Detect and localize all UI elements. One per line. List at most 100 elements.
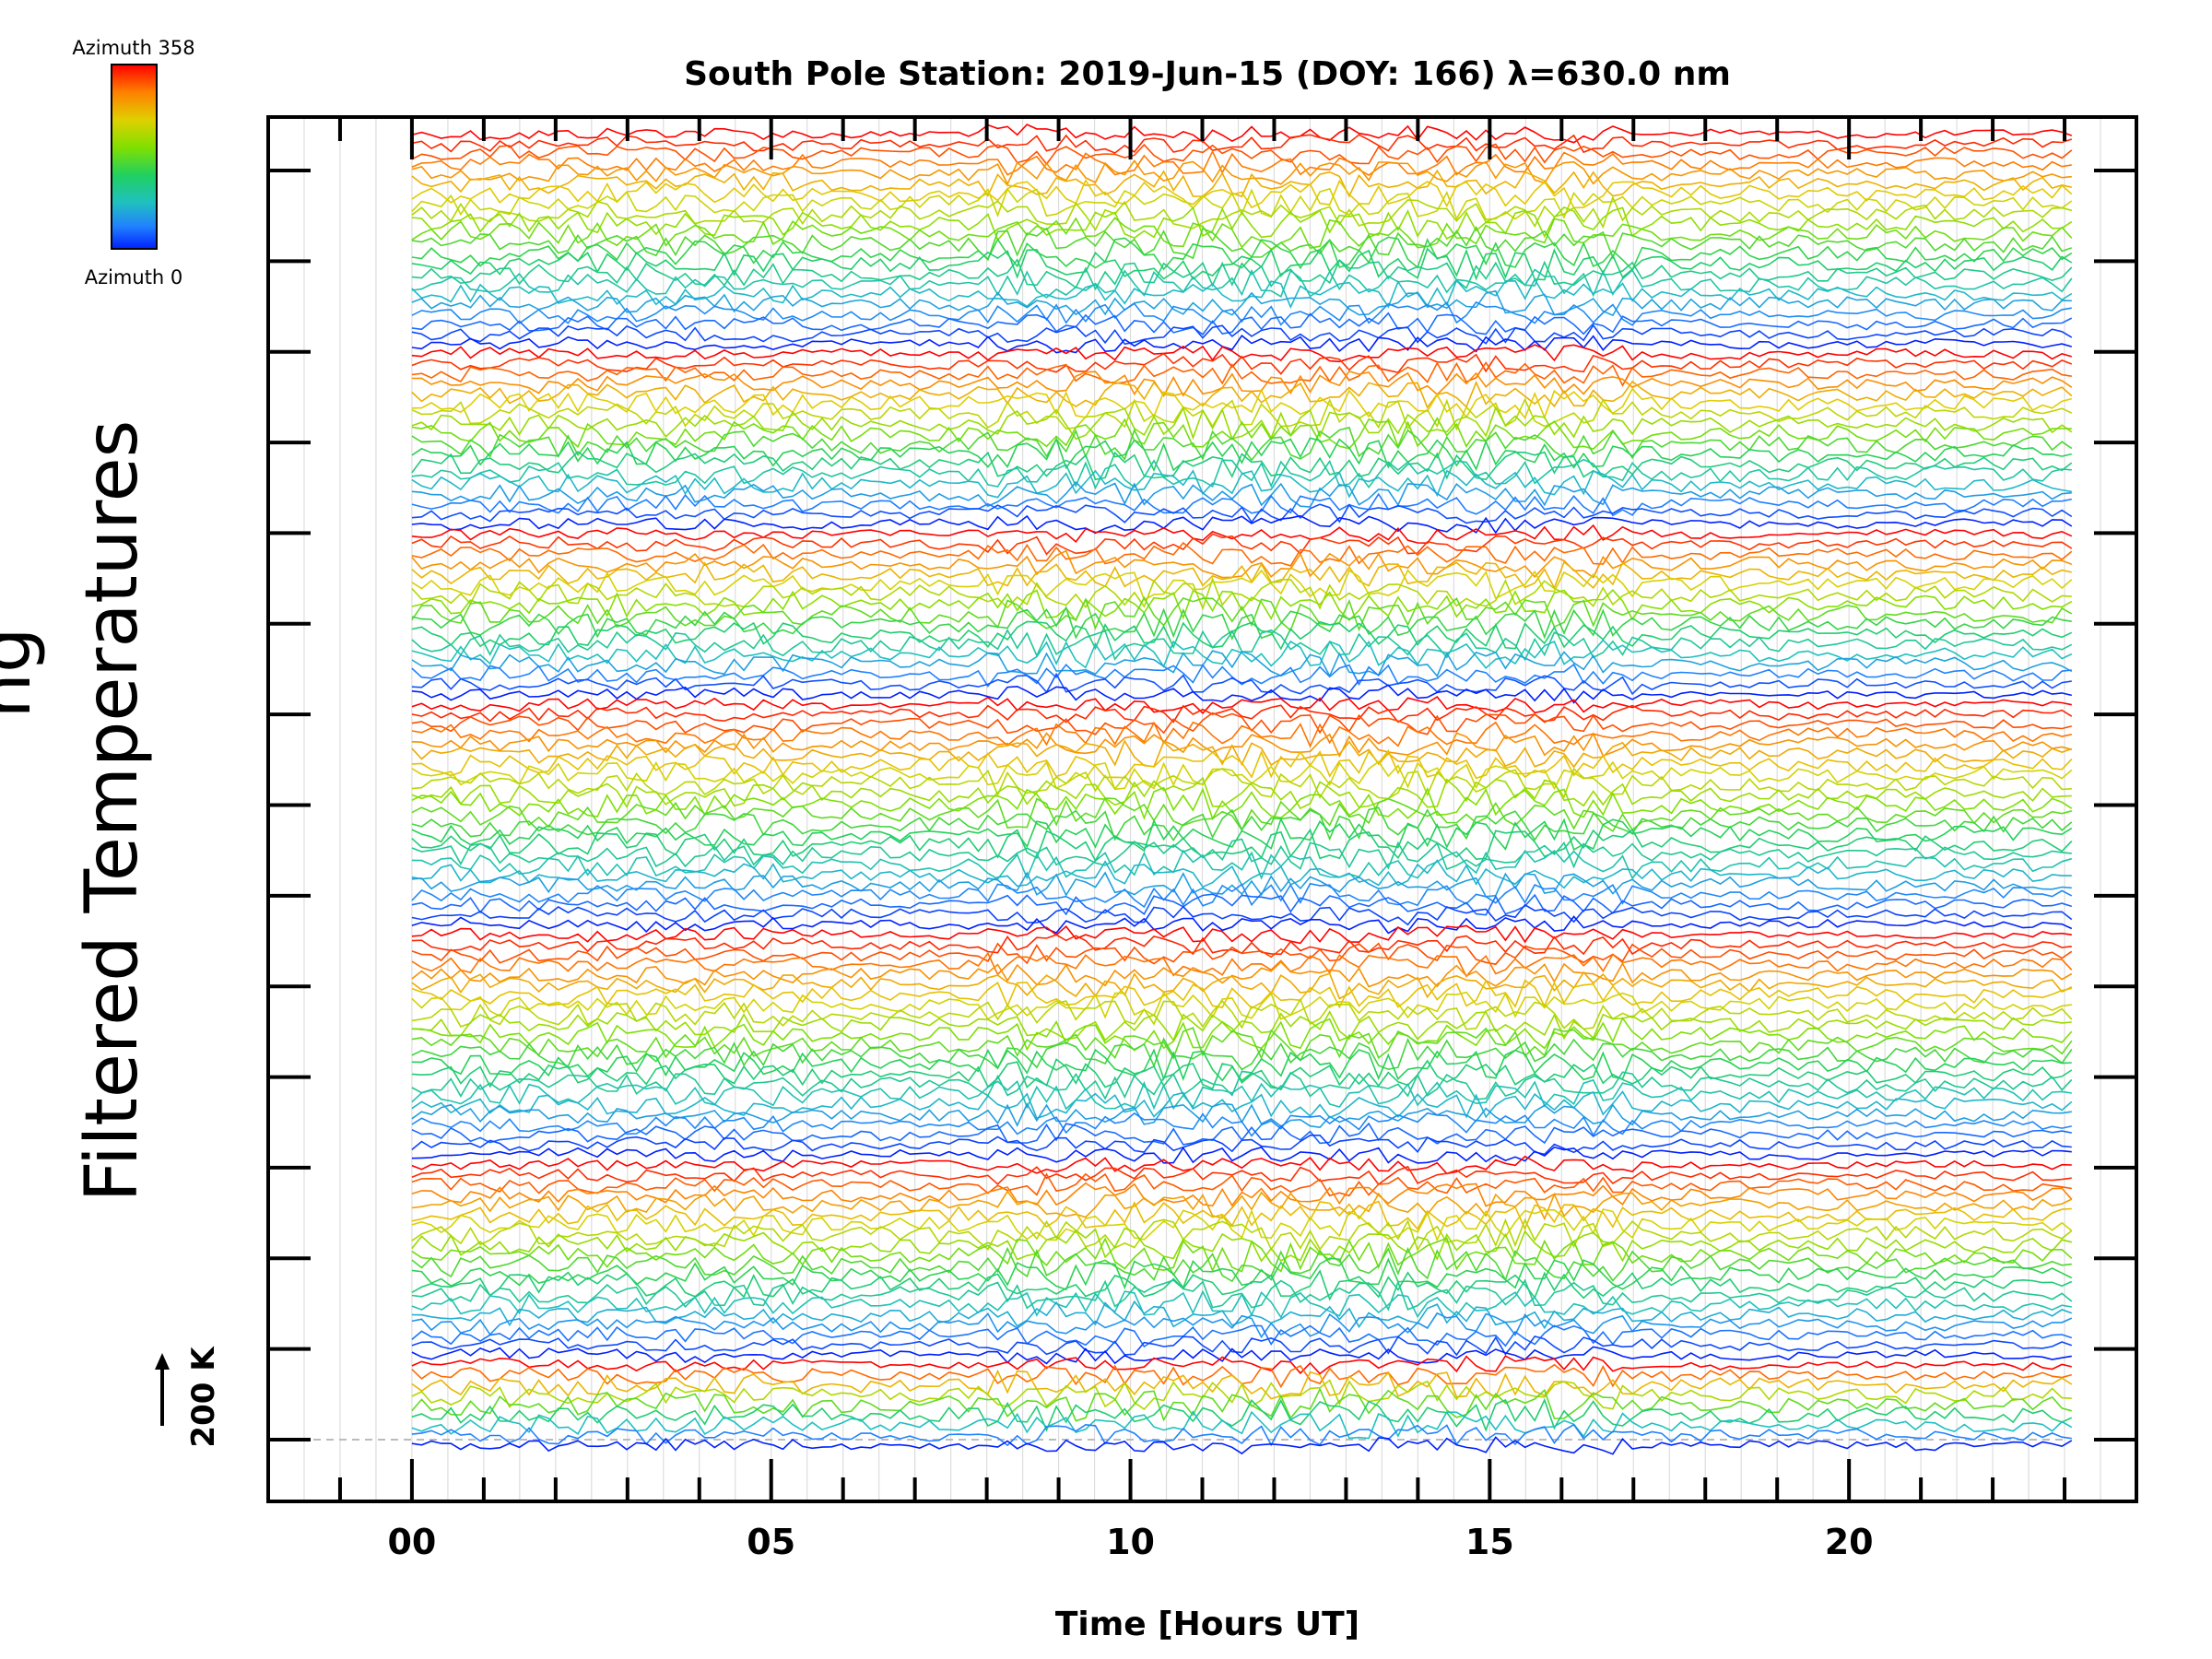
series-line bbox=[411, 704, 2073, 724]
x-tick-label: 15 bbox=[1465, 1522, 1514, 1562]
series-line bbox=[411, 324, 2073, 346]
x-tick-label: 20 bbox=[1825, 1522, 1874, 1562]
series-line bbox=[411, 1379, 2072, 1411]
series-line bbox=[411, 481, 2072, 508]
series-line bbox=[411, 469, 2072, 499]
series-line bbox=[411, 991, 2072, 1020]
series-line bbox=[411, 1218, 2073, 1253]
series-line bbox=[411, 195, 2072, 231]
series-line bbox=[411, 370, 2073, 397]
series-line bbox=[411, 672, 2072, 696]
series-line bbox=[411, 1410, 2073, 1440]
series-line bbox=[411, 1423, 2072, 1447]
series-line bbox=[411, 696, 2072, 714]
y-axis-label: Filtered Temperatures bbox=[71, 420, 154, 1202]
series-line bbox=[411, 1387, 2073, 1422]
series-line bbox=[411, 1155, 2072, 1175]
x-tick-label: 10 bbox=[1106, 1522, 1155, 1562]
series-line bbox=[411, 560, 2072, 590]
series-line bbox=[411, 1346, 2072, 1365]
series-line bbox=[411, 1078, 2072, 1111]
series-line bbox=[411, 806, 2073, 842]
series-line bbox=[411, 149, 2072, 177]
series-line bbox=[411, 1070, 2073, 1100]
scale-arrowhead bbox=[155, 1353, 170, 1370]
colorbar-top-label: Azimuth 358 bbox=[72, 37, 194, 59]
series-line bbox=[411, 451, 2073, 481]
series-line bbox=[411, 828, 2073, 863]
series-line bbox=[411, 217, 2073, 251]
series-line bbox=[411, 650, 2073, 678]
series-line bbox=[411, 971, 2073, 1000]
series-line bbox=[411, 776, 2072, 810]
series-line bbox=[411, 760, 2073, 791]
x-tick-label: 00 bbox=[387, 1522, 436, 1562]
series-line bbox=[411, 997, 2073, 1030]
series-line bbox=[411, 312, 2073, 336]
series-line bbox=[411, 300, 2072, 326]
series-line bbox=[411, 663, 2072, 688]
series-line bbox=[411, 721, 2072, 748]
series-line bbox=[411, 236, 2073, 272]
x-tick-labels: 00 05 10 15 20 bbox=[387, 1522, 1873, 1562]
series-line bbox=[411, 178, 2073, 209]
series-line bbox=[411, 524, 2073, 545]
series-line bbox=[411, 344, 2073, 363]
series-line bbox=[411, 225, 2073, 262]
series-line bbox=[411, 397, 2073, 431]
series-line bbox=[411, 1289, 2072, 1319]
series-line bbox=[411, 549, 2073, 579]
series-line bbox=[411, 1182, 2073, 1207]
series-line bbox=[411, 1257, 2073, 1291]
series-line bbox=[411, 1269, 2073, 1301]
series-line bbox=[411, 1436, 2073, 1455]
series-line bbox=[411, 1010, 2072, 1042]
series-line bbox=[411, 380, 2073, 409]
series-line bbox=[411, 258, 2073, 291]
series-line bbox=[411, 628, 2073, 662]
series-line bbox=[411, 533, 2073, 556]
series-line bbox=[411, 606, 2072, 641]
series-line bbox=[411, 206, 2073, 241]
series-line bbox=[411, 960, 2073, 988]
series-line bbox=[411, 1037, 2073, 1071]
series-line bbox=[411, 335, 2073, 354]
series-line bbox=[411, 1324, 2073, 1348]
series-line bbox=[411, 838, 2072, 871]
series-line bbox=[411, 289, 2072, 317]
series-line bbox=[411, 595, 2073, 632]
colorbar-gradient bbox=[111, 64, 158, 250]
series-line bbox=[411, 1208, 2073, 1242]
series-line bbox=[411, 569, 2073, 601]
series-line bbox=[411, 576, 2072, 611]
series-line bbox=[411, 871, 2072, 898]
scale-bar: 200 K bbox=[155, 1346, 222, 1448]
series-line bbox=[411, 1146, 2072, 1164]
series-line bbox=[411, 915, 2073, 935]
series-line bbox=[411, 426, 2073, 462]
series-line bbox=[411, 1312, 2073, 1339]
series-line bbox=[411, 503, 2073, 524]
series-line bbox=[411, 1227, 2072, 1263]
series-line bbox=[411, 406, 2073, 441]
series-line bbox=[411, 786, 2073, 821]
series-line bbox=[411, 951, 2073, 978]
series-line bbox=[411, 639, 2073, 669]
y-axis-label-partial: ng bbox=[0, 628, 47, 719]
series-line bbox=[411, 1335, 2073, 1357]
series-line bbox=[411, 1355, 2072, 1375]
series-line bbox=[411, 352, 2073, 375]
series-line bbox=[411, 361, 2072, 387]
series-line bbox=[411, 882, 2073, 909]
series-line bbox=[411, 159, 2072, 186]
series-line bbox=[411, 979, 2072, 1009]
series-line bbox=[411, 767, 2072, 800]
series-line bbox=[411, 1090, 2073, 1120]
series-line bbox=[411, 1200, 2072, 1231]
series-line bbox=[411, 739, 2073, 769]
series-line bbox=[411, 169, 2072, 198]
series-line bbox=[411, 247, 2073, 281]
series-lines bbox=[411, 124, 2073, 1455]
series-line bbox=[411, 124, 2073, 144]
series-line bbox=[411, 1237, 2073, 1273]
